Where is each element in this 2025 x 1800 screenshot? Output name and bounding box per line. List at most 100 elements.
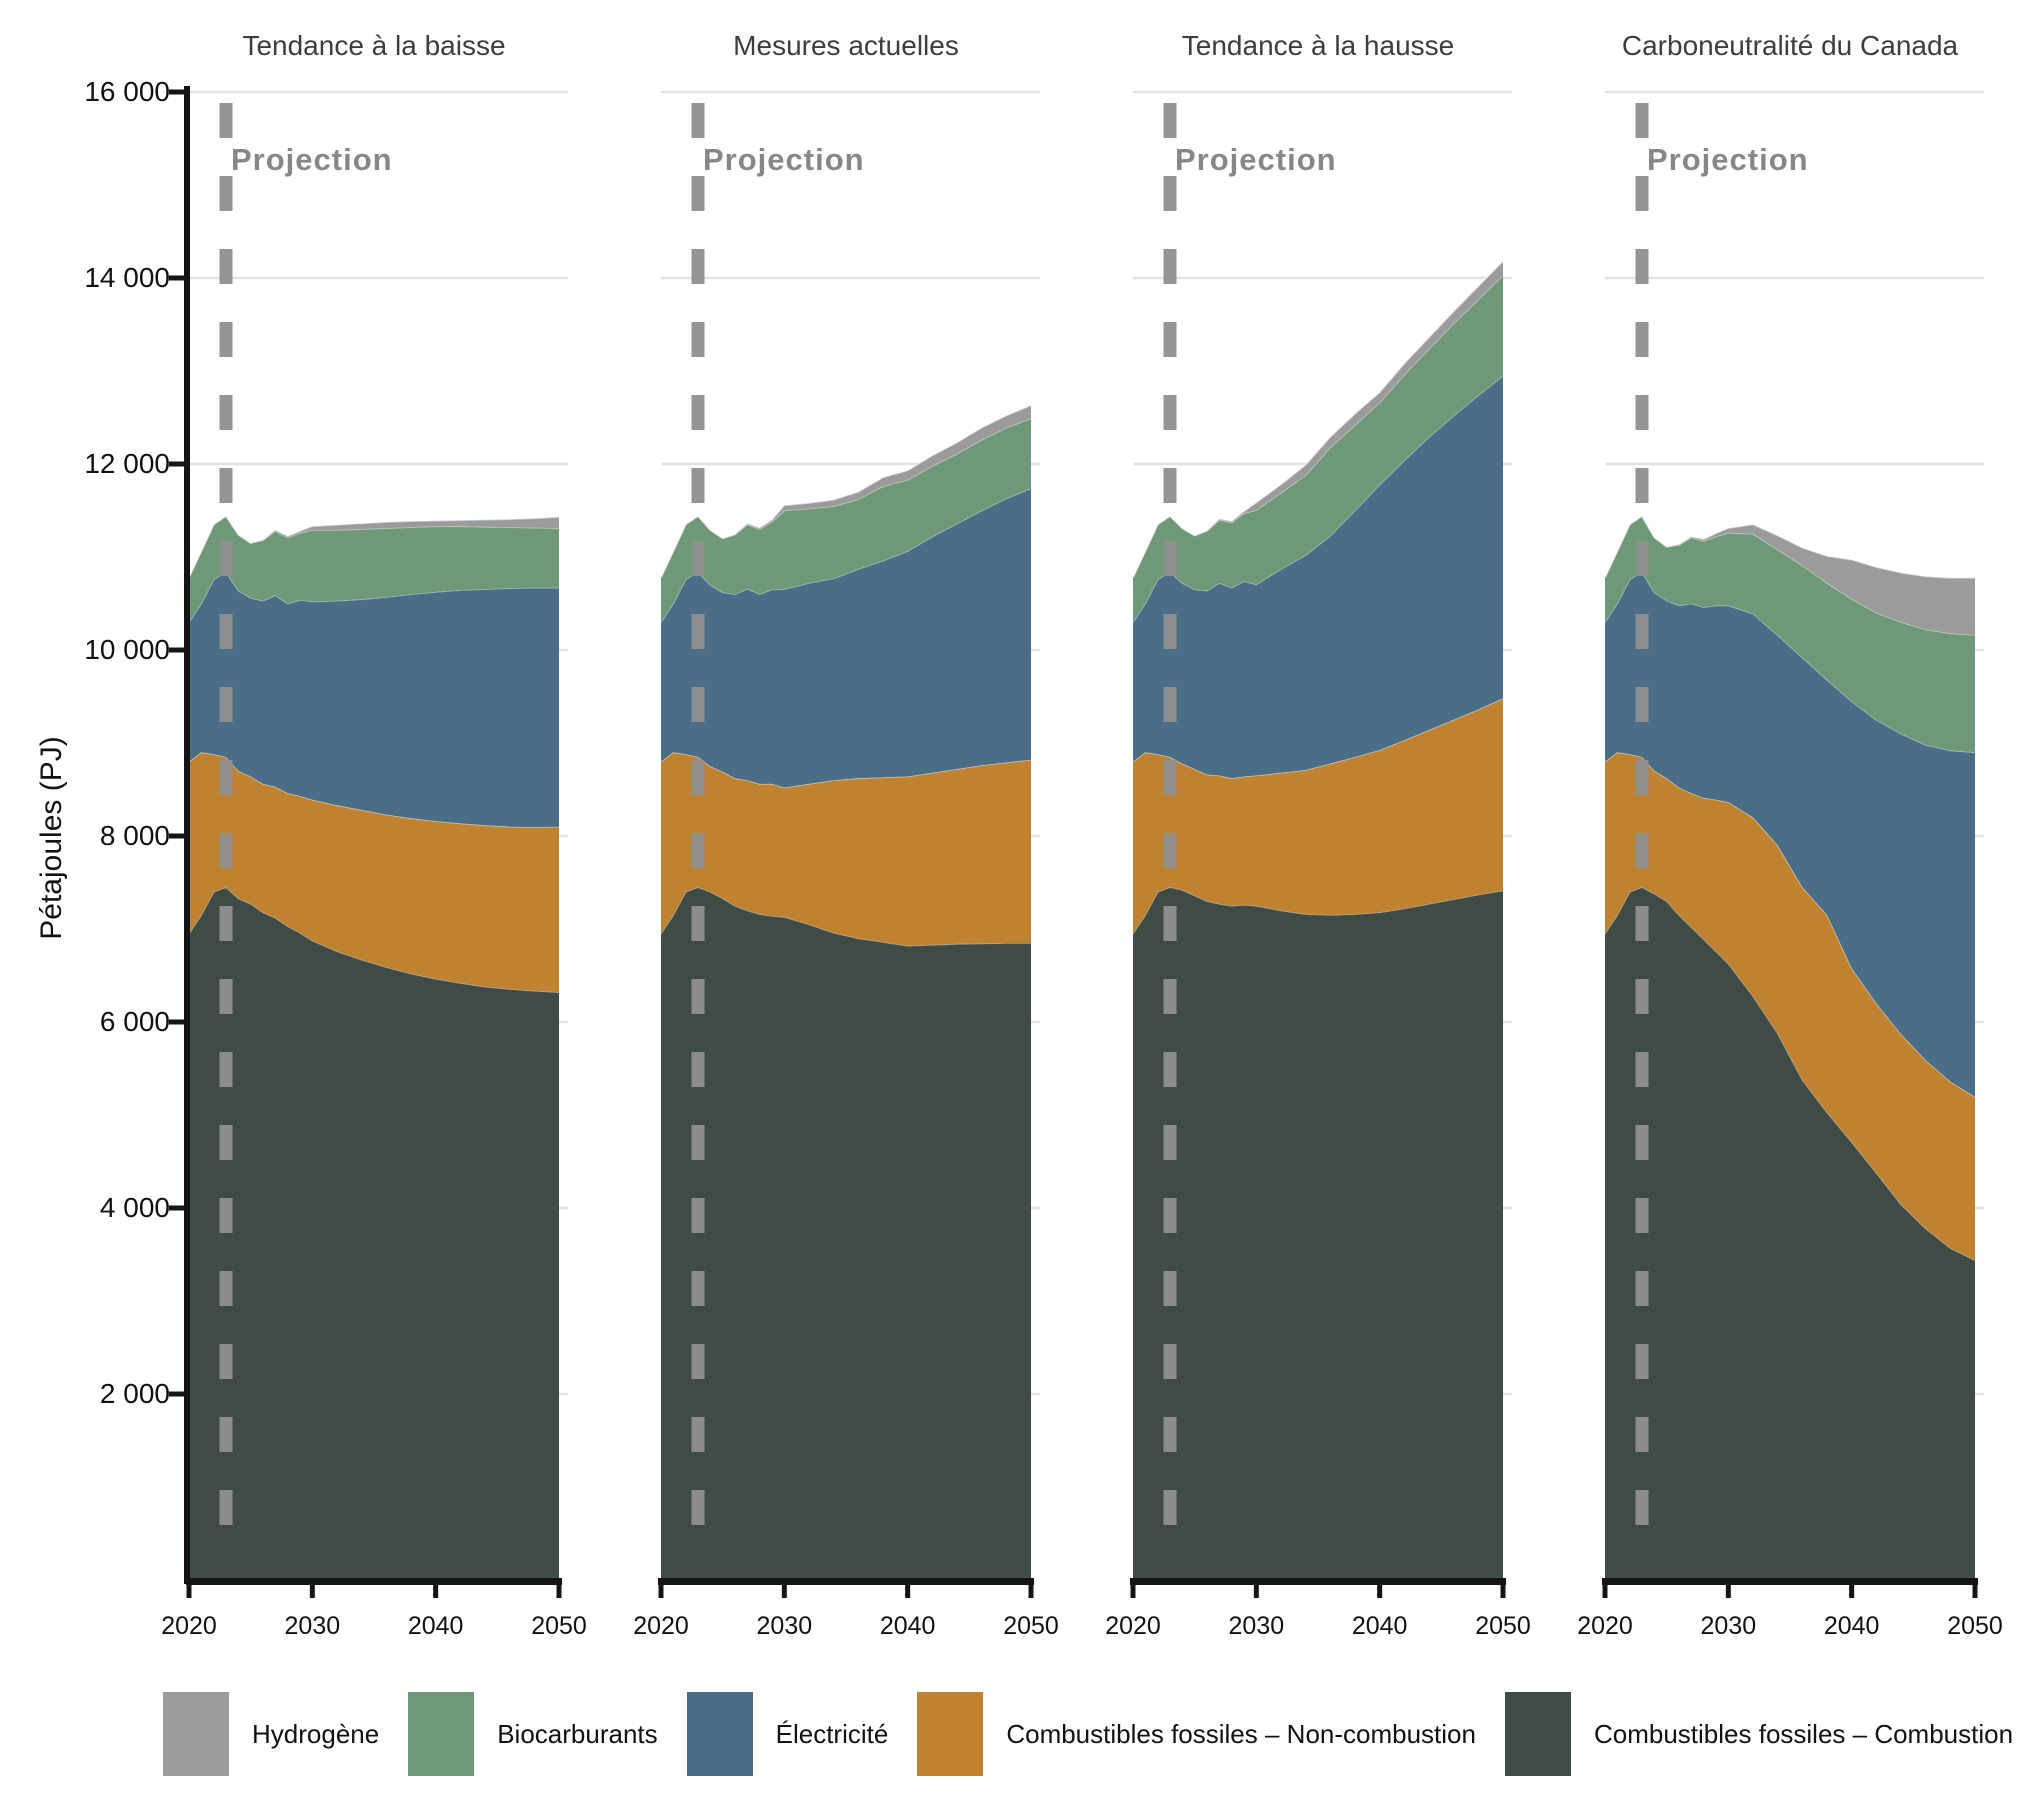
x-axis-tick [1028, 1585, 1034, 1598]
y-axis-tick [169, 833, 184, 839]
area-layer-combustion [661, 887, 1031, 1580]
y-tick-label: 8 000 [99, 820, 170, 851]
hydrogene-swatch-icon [163, 1692, 229, 1776]
area-layer-biocarburants [661, 418, 1031, 623]
legend-label: Biocarburants [497, 1718, 658, 1749]
x-axis [1602, 1578, 1978, 1585]
panel-title: Mesures actuelles [733, 30, 959, 61]
x-tick-label: 2030 [284, 1612, 341, 1640]
projection-label: Projection [1647, 142, 1809, 177]
layer-boundary [660, 404, 1032, 578]
x-axis-tick [1130, 1585, 1136, 1598]
x-tick-label: 2040 [407, 1612, 464, 1640]
y-tick-label: 16 000 [84, 76, 170, 107]
area-layer-electricite [1605, 571, 1975, 1097]
area-layer-non_combustion [1133, 698, 1503, 934]
legend-label: Combustibles fossiles – Combustion [1593, 1718, 2014, 1749]
legend-item-biocarburants: Biocarburants [408, 1692, 658, 1776]
projection-label: Projection [1175, 142, 1337, 177]
x-tick-label: 2050 [531, 1612, 587, 1640]
x-axis [658, 1578, 1034, 1585]
y-axis-tick [169, 89, 184, 95]
area-layer-hydrogene [1605, 516, 1975, 636]
panel-title: Tendance à la hausse [1181, 30, 1455, 61]
y-tick-label: 2 000 [99, 1378, 170, 1409]
legend: Hydrogène Biocarburants Électricité Combust… [163, 1692, 2013, 1776]
x-tick-label: 2030 [756, 1612, 813, 1640]
x-tick-label: 2020 [161, 1612, 217, 1640]
layer-boundary [1132, 260, 1504, 578]
x-axis-tick [1849, 1585, 1855, 1598]
x-tick-label: 2040 [1823, 1612, 1880, 1640]
x-axis-tick [1725, 1585, 1731, 1598]
x-axis-tick [433, 1585, 439, 1598]
x-tick-label: 2050 [1947, 1612, 2003, 1640]
x-axis-tick [1602, 1585, 1608, 1598]
x-tick-label: 2030 [1700, 1612, 1757, 1640]
combustion-swatch-icon [1504, 1692, 1571, 1776]
panel-title: Tendance à la baisse [242, 30, 506, 61]
x-axis-tick [1972, 1585, 1978, 1598]
legend-item-electricite: Électricité [686, 1692, 889, 1776]
area-layer-combustion [1605, 887, 1975, 1580]
layer-boundary [1604, 514, 1975, 579]
x-tick-label: 2020 [1577, 1612, 1633, 1640]
panel-title: Carboneutralité du Canada [1621, 30, 1959, 61]
area-layer-biocarburants [189, 516, 559, 623]
x-axis-tick [186, 1585, 192, 1598]
x-tick-label: 2020 [1105, 1612, 1161, 1640]
projection-label: Projection [231, 142, 393, 177]
x-axis-tick [1377, 1585, 1383, 1598]
y-axis-tick [169, 1205, 184, 1211]
y-axis [184, 86, 190, 1584]
y-axis-tick [169, 275, 184, 281]
y-axis-tick [169, 1391, 184, 1397]
x-tick-label: 2040 [879, 1612, 936, 1640]
biocarburants-swatch-icon [408, 1692, 475, 1776]
x-axis-tick [1500, 1585, 1506, 1598]
x-axis-tick [905, 1585, 911, 1598]
area-layer-electricite [189, 571, 559, 828]
area-layer-electricite [1133, 375, 1503, 779]
y-tick-label: 6 000 [99, 1006, 170, 1037]
projection-label: Projection [703, 142, 865, 177]
legend-label: Hydrogène [252, 1718, 380, 1749]
y-tick-label: 14 000 [84, 262, 170, 293]
layer-boundary [188, 514, 560, 578]
area-layer-biocarburants [1605, 516, 1975, 753]
area-layer-hydrogene [189, 516, 559, 578]
x-axis-tick [658, 1585, 664, 1598]
legend-label: Combustibles fossiles – Non-combustion [1006, 1718, 1476, 1749]
legend-item-hydrogene: Hydrogène [163, 1692, 379, 1776]
x-axis [1130, 1578, 1506, 1585]
x-tick-label: 2050 [1475, 1612, 1531, 1640]
area-layer-hydrogene [661, 405, 1031, 578]
x-tick-label: 2040 [1351, 1612, 1408, 1640]
electricite-swatch-icon [686, 1692, 753, 1776]
y-tick-label: 4 000 [99, 1192, 170, 1223]
x-axis [186, 1578, 562, 1585]
area-layer-combustion [189, 887, 559, 1580]
legend-item-combustion: Combustibles fossiles – Combustion [1504, 1692, 2014, 1776]
x-tick-label: 2030 [1228, 1612, 1285, 1640]
x-axis-tick [1253, 1585, 1259, 1598]
y-tick-label: 10 000 [84, 634, 170, 665]
area-layer-biocarburants [1133, 275, 1503, 623]
x-tick-label: 2050 [1003, 1612, 1059, 1640]
legend-item-non_combustion: Combustibles fossiles – Non-combustion [917, 1692, 1476, 1776]
non_combustion-swatch-icon [917, 1692, 984, 1776]
area-layer-combustion [1133, 887, 1503, 1580]
area-layer-electricite [661, 488, 1031, 788]
x-tick-label: 2020 [633, 1612, 689, 1640]
legend-label: Électricité [775, 1718, 889, 1749]
y-axis-tick [169, 461, 184, 467]
y-tick-label: 12 000 [84, 448, 170, 479]
x-axis-tick [781, 1585, 787, 1598]
x-axis-tick [556, 1585, 562, 1598]
area-layer-non_combustion [661, 752, 1031, 946]
y-axis-tick [169, 647, 184, 653]
x-axis-tick [309, 1585, 315, 1598]
area-layer-non_combustion [189, 752, 559, 993]
area-layer-non_combustion [1605, 752, 1975, 1261]
